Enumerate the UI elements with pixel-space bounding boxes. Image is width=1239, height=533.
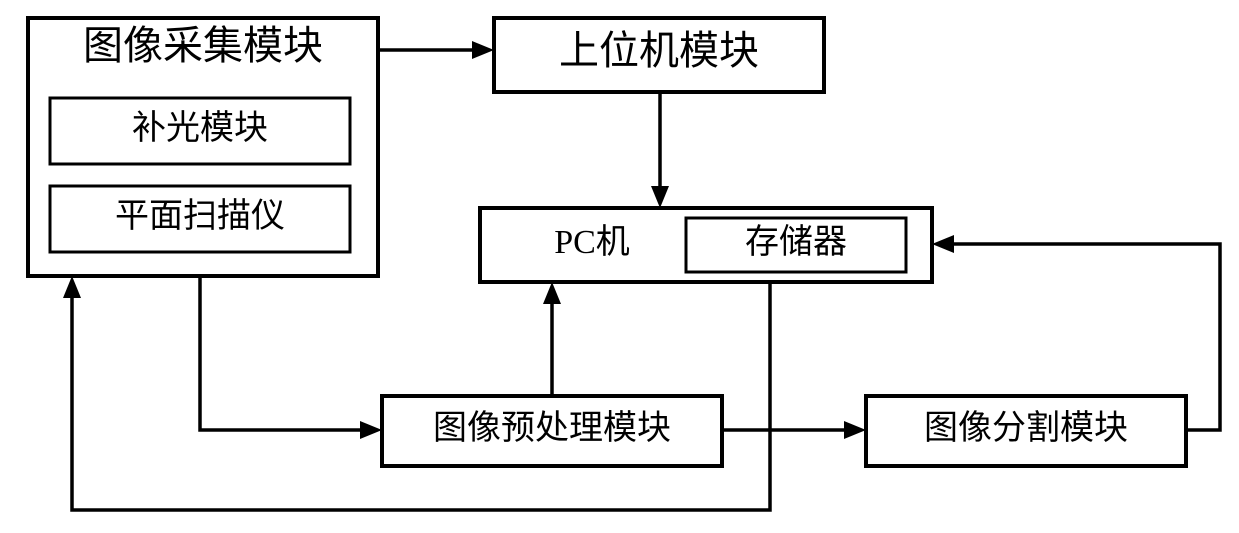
pc-label: PC机 [554,223,630,261]
scan-label: 平面扫描仪 [115,197,285,235]
arrow-head [844,421,866,439]
host-label: 上位机模块 [559,28,759,73]
arrow-head [360,421,382,439]
arrow-head [63,276,81,298]
arrow-head [543,282,561,304]
pre-label: 图像预处理模块 [433,409,671,447]
seg-label: 图像分割模块 [924,409,1128,447]
seg-to-pc [944,244,1220,430]
arrow-head [932,235,954,253]
fill-label: 补光模块 [132,109,268,147]
mem-label: 存储器 [745,223,847,261]
acq-label: 图像采集模块 [83,23,323,68]
scan-to-pre [200,276,370,430]
arrow-head [651,186,669,208]
arrow-head [472,41,494,59]
